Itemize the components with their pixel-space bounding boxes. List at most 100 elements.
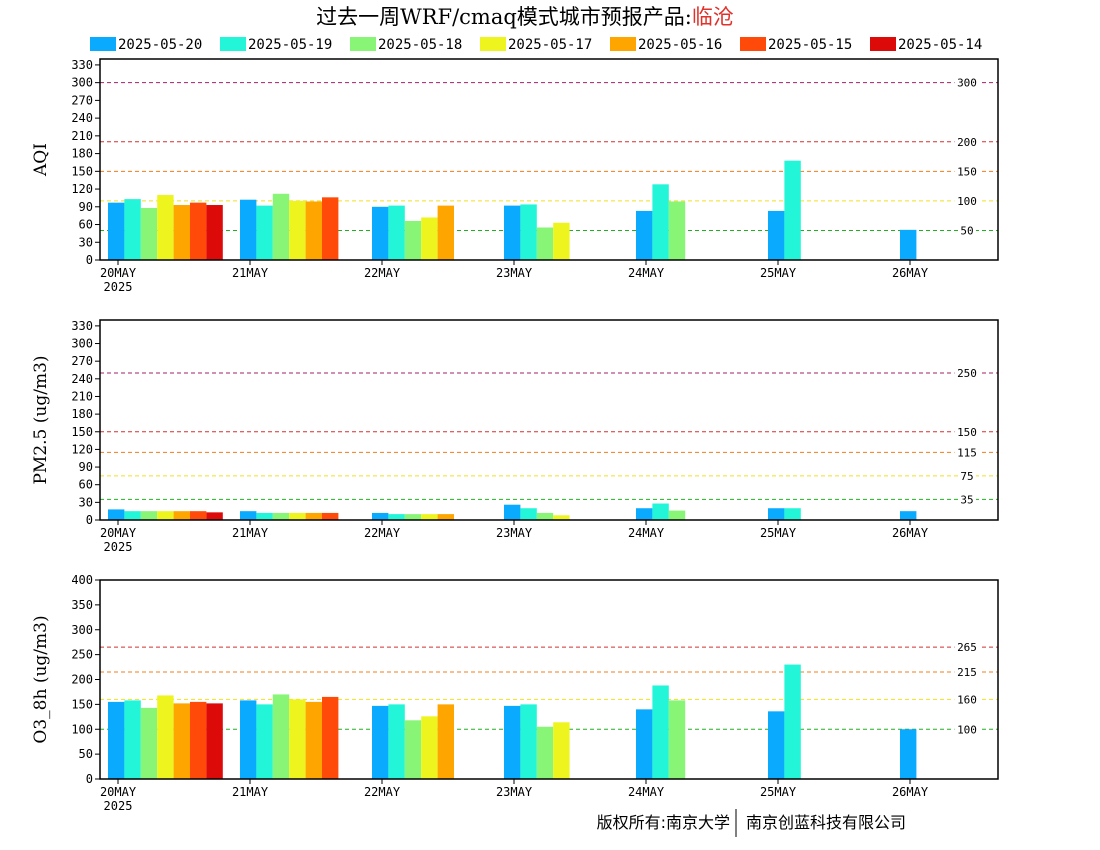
pm25-x-year-label: 2025 xyxy=(104,540,133,554)
aqi-bar-2025-05-19-24may xyxy=(652,184,669,260)
aqi-ytick-label-90: 90 xyxy=(79,200,93,214)
pm25-threshold-label-bg xyxy=(958,469,976,481)
o3-y-axis-label: O3_8h (ug/m3) xyxy=(31,615,51,743)
aqi-bar-2025-05-20-26may xyxy=(900,229,917,260)
aqi-bar-2025-05-18-20may xyxy=(140,207,158,260)
o3-bar-2025-05-17-21may xyxy=(289,699,306,779)
o3-bar-2025-05-19-21may xyxy=(256,704,273,779)
legend: 2025-05-20 2025-05-19 2025-05-18 2025-05-17… xyxy=(90,37,982,53)
pm25-bar-2025-05-18-22may xyxy=(404,514,422,520)
pm25-ytick-label-120: 120 xyxy=(71,442,93,456)
aqi-bar-2025-05-17-21may xyxy=(289,200,306,260)
aqi-bar-2025-05-16-22may xyxy=(437,205,454,260)
aqi-threshold-label-100: 100 xyxy=(957,195,977,208)
aqi-bar-2025-05-19-20may xyxy=(124,199,141,260)
o3-xtick-label-25may: 25MAY xyxy=(760,785,797,799)
aqi-xtick-label-21may: 21MAY xyxy=(232,266,269,280)
pm25-xtick-label-21may: 21MAY xyxy=(232,526,269,540)
pm25-ytick-label-300: 300 xyxy=(71,337,93,351)
legend-label-2025-05-19: 2025-05-19 xyxy=(248,37,332,53)
pm25-bar-2025-05-18-24may xyxy=(668,510,686,520)
o3-ytick-label-250: 250 xyxy=(71,648,93,662)
pm25-bar-2025-05-17-23may xyxy=(553,515,570,520)
o3-bar-2025-05-20-21may xyxy=(240,700,257,779)
pm25-bar-2025-05-15-21may xyxy=(322,512,339,520)
aqi-bar-2025-05-18-21may xyxy=(272,193,290,260)
o3-bar-2025-05-18-22may xyxy=(404,720,422,779)
o3-threshold-label-bg xyxy=(954,641,980,653)
aqi-ytick-label-240: 240 xyxy=(71,111,93,125)
o3-bar-2025-05-19-22may xyxy=(388,704,405,779)
aqi-xtick-label-26may: 26MAY xyxy=(892,266,929,280)
pm25-ytick-label-180: 180 xyxy=(71,407,93,421)
pm25-threshold-label-115: 115 xyxy=(957,446,977,459)
o3-threshold-label-160: 160 xyxy=(957,693,977,706)
pm25-bar-2025-05-20-23may xyxy=(504,504,521,520)
o3-bar-2025-05-20-20may xyxy=(108,701,125,779)
aqi-threshold-label-200: 200 xyxy=(957,136,977,149)
pm25-xtick-label-20may: 20MAY xyxy=(100,526,137,540)
aqi-xtick-label-23may: 23MAY xyxy=(496,266,533,280)
aqi-bar-2025-05-18-22may xyxy=(404,220,422,260)
o3-bar-2025-05-18-23may xyxy=(536,726,554,779)
o3-ytick-label-200: 200 xyxy=(71,673,93,687)
o3-bar-2025-05-16-22may xyxy=(437,704,454,779)
pm25-bar-2025-05-20-22may xyxy=(372,512,389,520)
o3-ytick-label-350: 350 xyxy=(71,598,93,612)
o3-ytick-label-50: 50 xyxy=(79,747,93,761)
copyright-text: 版权所有:南京大学 xyxy=(597,813,730,832)
aqi-ytick-label-210: 210 xyxy=(71,129,93,143)
o3-ytick-label-400: 400 xyxy=(71,573,93,587)
aqi-threshold-label-bg xyxy=(954,194,980,206)
pm25-xtick-label-22may: 22MAY xyxy=(364,526,401,540)
o3-panel: 265 215 160 100 0 50 100 150 200 250 300 350 400 20MA… xyxy=(31,573,999,813)
pm25-bar-2025-05-17-22may xyxy=(421,514,438,520)
aqi-ytick-label-120: 120 xyxy=(71,182,93,196)
aqi-bar-2025-05-18-23may xyxy=(536,227,554,260)
aqi-bar-2025-05-16-21may xyxy=(305,201,322,260)
aqi-threshold-label-bg xyxy=(954,76,980,88)
pm25-threshold-label-75: 75 xyxy=(960,470,973,483)
pm25-bar-2025-05-16-22may xyxy=(437,514,454,520)
aqi-threshold-label-bg xyxy=(958,224,976,236)
aqi-threshold-label-50: 50 xyxy=(960,224,973,237)
legend-swatch-2025-05-14 xyxy=(870,37,896,51)
o3-bar-2025-05-17-20may xyxy=(157,695,174,779)
legend-label-2025-05-18: 2025-05-18 xyxy=(378,37,462,53)
o3-bar-2025-05-18-24may xyxy=(668,700,686,779)
pm25-bar-2025-05-20-24may xyxy=(636,508,653,520)
pm25-bar-2025-05-16-20may xyxy=(173,511,190,520)
o3-bar-2025-05-20-25may xyxy=(768,711,785,779)
o3-bar-2025-05-17-23may xyxy=(553,722,570,779)
o3-threshold-label-bg xyxy=(954,723,980,735)
aqi-bar-2025-05-20-21may xyxy=(240,199,257,260)
pm25-xtick-label-23may: 23MAY xyxy=(496,526,533,540)
aqi-bar-2025-05-20-22may xyxy=(372,206,389,260)
legend-swatch-2025-05-16 xyxy=(610,37,636,51)
legend-swatch-2025-05-18 xyxy=(350,37,376,51)
o3-bar-2025-05-19-24may xyxy=(652,685,669,779)
pm25-panel: 250 150 115 75 35 0 30 60 90 120 150 180 210 240 270 30… xyxy=(31,319,999,554)
pm25-bar-2025-05-19-23may xyxy=(520,508,537,520)
pm25-bar-2025-05-18-23may xyxy=(536,512,554,520)
o3-bar-2025-05-15-20may xyxy=(190,701,207,779)
legend-label-2025-05-17: 2025-05-17 xyxy=(508,37,592,53)
pm25-ytick-label-0: 0 xyxy=(86,513,93,527)
o3-bar-2025-05-16-20may xyxy=(173,703,190,779)
aqi-ytick-label-300: 300 xyxy=(71,76,93,90)
o3-bar-2025-05-17-22may xyxy=(421,716,438,779)
aqi-ytick-label-60: 60 xyxy=(79,218,93,232)
pm25-ytick-label-150: 150 xyxy=(71,425,93,439)
aqi-y-axis-label: AQI xyxy=(31,143,51,177)
pm25-threshold-label-bg xyxy=(958,493,976,505)
o3-bar-2025-05-19-20may xyxy=(124,700,141,779)
legend-swatch-2025-05-19 xyxy=(220,37,246,51)
o3-bar-2025-05-18-21may xyxy=(272,694,290,779)
o3-threshold-label-bg xyxy=(954,666,980,678)
aqi-bar-2025-05-15-20may xyxy=(190,202,207,260)
aqi-bar-2025-05-16-20may xyxy=(173,205,190,260)
pm25-bar-2025-05-17-20may xyxy=(157,511,174,520)
o3-bar-2025-05-20-26may xyxy=(900,729,917,779)
o3-threshold-label-100: 100 xyxy=(957,723,977,736)
